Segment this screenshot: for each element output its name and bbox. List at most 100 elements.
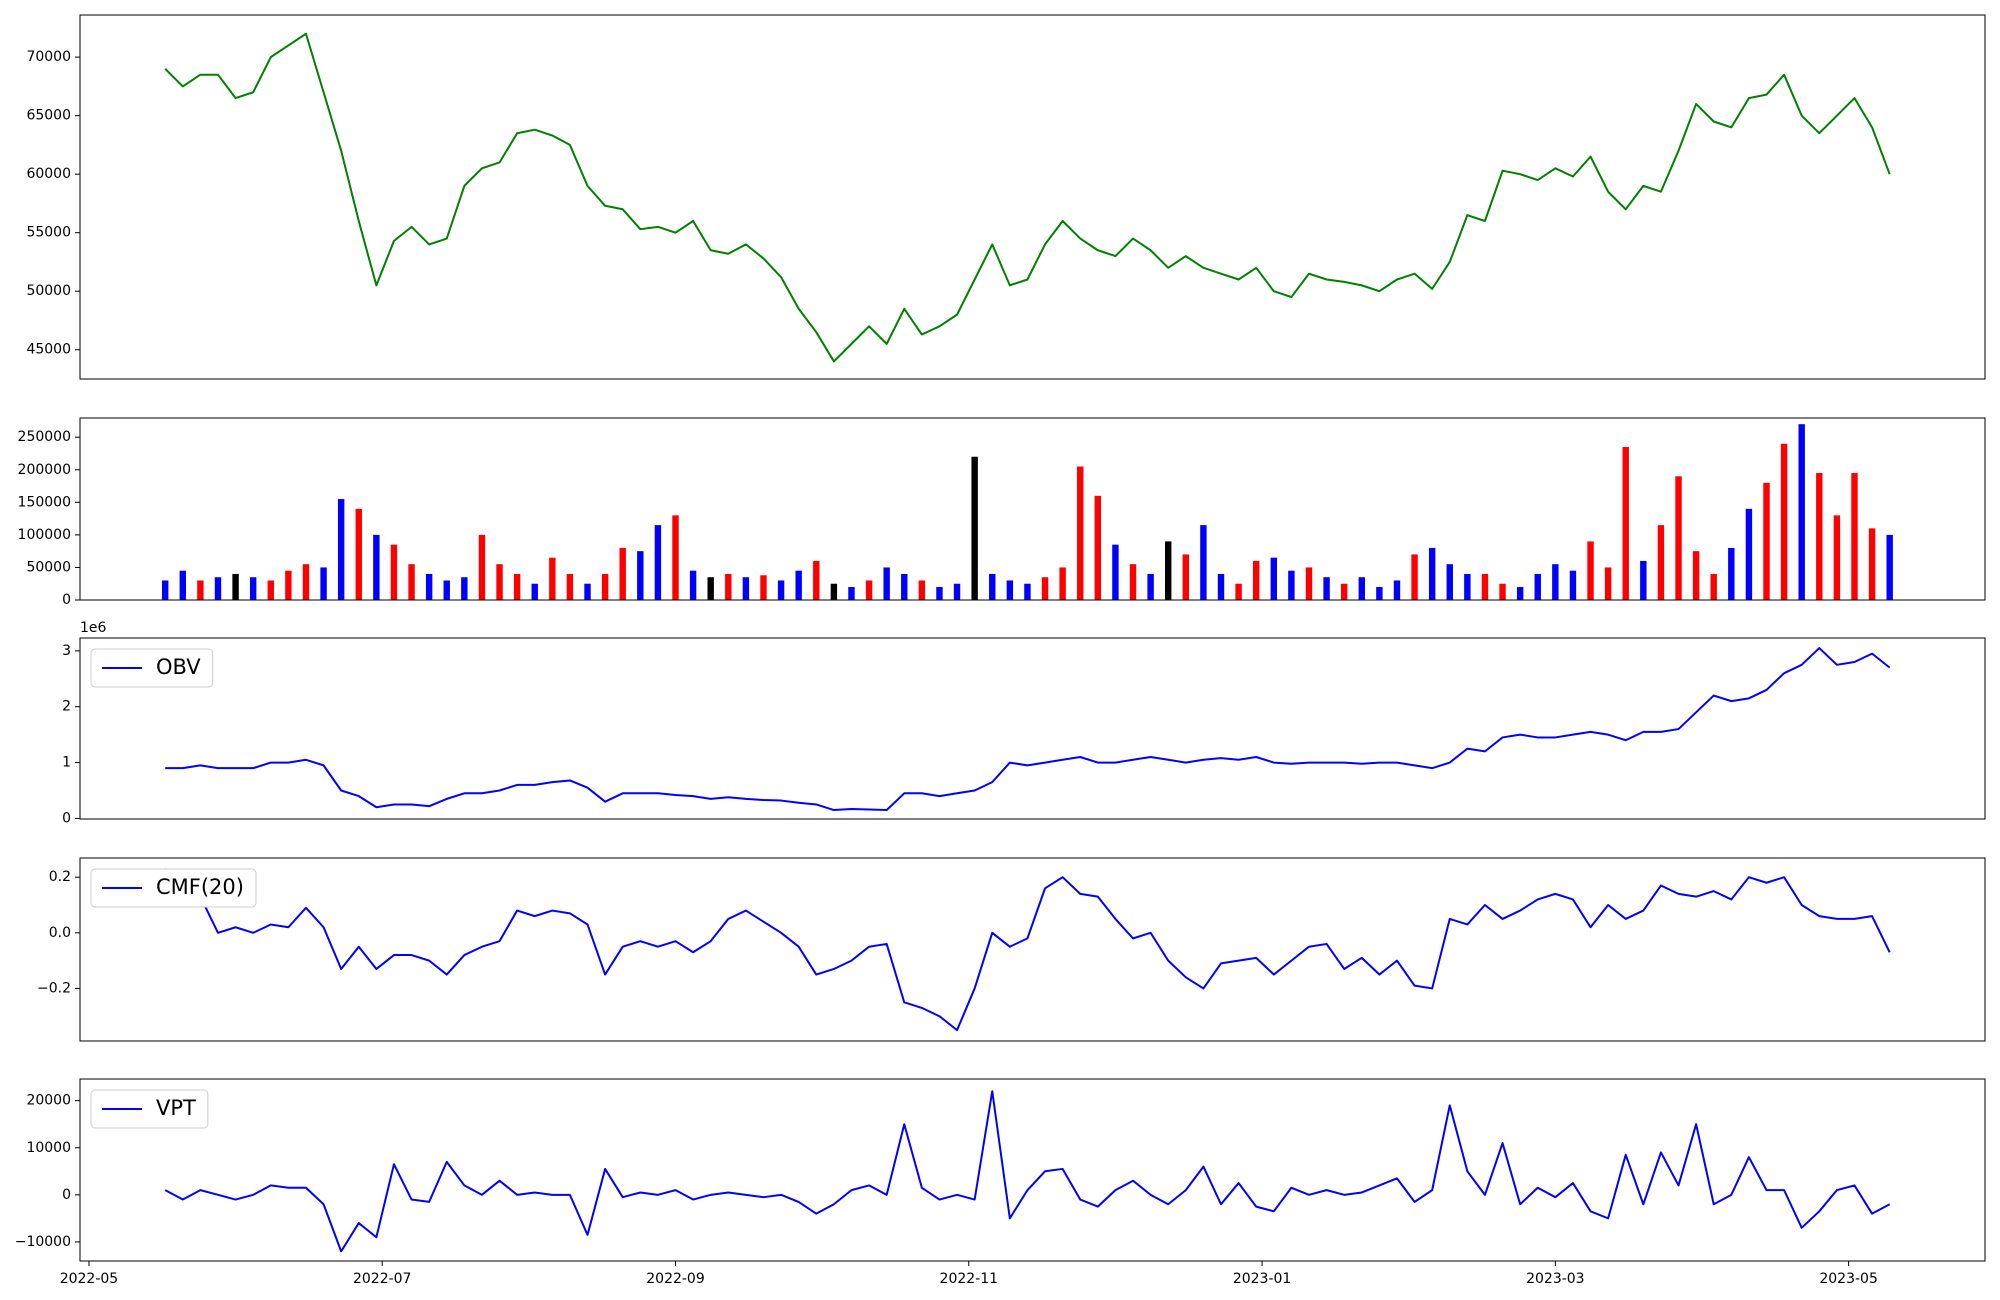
bar: [249, 577, 257, 600]
bar: [1763, 482, 1770, 600]
bar: [1833, 515, 1841, 600]
y-tick-label: 2: [62, 699, 71, 715]
bar: [1112, 544, 1119, 600]
bar: [513, 573, 521, 600]
bar: [1059, 567, 1066, 600]
bar: [760, 575, 767, 600]
bar: [1816, 473, 1823, 600]
bar: [1481, 573, 1489, 600]
bar: [1745, 508, 1753, 600]
bar: [1428, 547, 1436, 600]
y-tick-label: 50000: [26, 559, 71, 575]
bar: [725, 573, 732, 600]
bar: [1587, 541, 1594, 600]
panel: 0 1 2 3 1e6 OBV: [62, 620, 1986, 826]
bar: [302, 564, 310, 600]
bar: [531, 583, 538, 600]
bar: [1235, 583, 1242, 600]
bar: [1886, 534, 1893, 600]
legend-box: [90, 1089, 209, 1129]
bar: [1569, 570, 1577, 600]
legend-label: VPT: [156, 1096, 196, 1120]
y-tick-label: 45000: [26, 342, 71, 358]
bar: [989, 573, 996, 600]
y-tick-label: 65000: [26, 108, 71, 124]
bar: [971, 456, 978, 600]
bar: [267, 580, 274, 600]
bar: [742, 577, 750, 600]
y-tick-label: 0: [62, 592, 71, 608]
y-tick-label: 0.0: [49, 925, 71, 941]
plot-area: [80, 858, 1985, 1041]
panel: 0 50000 100000 150000 200000 250000: [18, 417, 1986, 608]
plot-frame: [79, 637, 1986, 820]
bar: [408, 564, 415, 600]
bar: [1604, 567, 1612, 600]
bar: [936, 586, 943, 600]
bar: [1305, 567, 1313, 600]
bar: [637, 551, 644, 600]
bar: [443, 580, 450, 600]
bar: [830, 583, 838, 600]
bar: [1516, 586, 1524, 600]
bar: [1710, 573, 1717, 600]
bar: [355, 508, 362, 600]
legend-label: CMF(20): [156, 875, 244, 899]
bar: [883, 567, 890, 600]
y-tick-label: 70000: [26, 49, 71, 65]
legend-box: [90, 868, 257, 908]
y-tick-label: 3: [62, 643, 71, 659]
legend: OBV: [90, 648, 214, 688]
x-tick-label: 2023-01: [1233, 1271, 1292, 1287]
series-line: [165, 647, 1891, 812]
bar: [1798, 424, 1805, 600]
plot-frame: [79, 857, 1986, 1042]
y-tick-label: 0: [62, 1187, 71, 1203]
bar: [953, 583, 961, 600]
plot-frame: [79, 1078, 1986, 1262]
bar: [777, 580, 785, 600]
bar: [918, 580, 926, 600]
bar: [1323, 577, 1330, 600]
bar: [1270, 557, 1277, 600]
y-tick-label: −10000: [15, 1234, 71, 1250]
bar: [813, 560, 820, 600]
series-line: [164, 32, 1891, 363]
bar: [689, 570, 697, 600]
bar: [566, 573, 574, 600]
plot-frame: [79, 14, 1986, 380]
bar: [1640, 560, 1647, 600]
y-tick-label: 150000: [18, 494, 71, 510]
bar: [496, 564, 503, 600]
bar: [1851, 473, 1858, 600]
bar: [1534, 573, 1541, 600]
bar: [1182, 554, 1190, 600]
bar: [161, 580, 169, 600]
bar: [1041, 577, 1049, 600]
bar: [795, 570, 802, 600]
bar: [1024, 583, 1031, 600]
bar: [1780, 443, 1788, 600]
y-tick-label: 60000: [26, 166, 71, 182]
y-tick-label: −0.2: [37, 980, 71, 996]
y-tick-label: 55000: [26, 225, 71, 241]
x-tick-label: 2023-05: [1819, 1271, 1878, 1287]
y-tick-label: 100000: [18, 527, 71, 543]
bar: [1006, 580, 1014, 600]
x-tick-label: 2022-09: [646, 1271, 705, 1287]
bar: [584, 583, 591, 600]
bar: [1129, 564, 1137, 600]
bar: [1217, 573, 1225, 600]
y-tick-label: 10000: [26, 1140, 71, 1156]
x-tick-label: 2023-03: [1526, 1271, 1585, 1287]
bar: [425, 573, 433, 600]
legend-box: [90, 648, 214, 688]
y-tick-label: 50000: [26, 283, 71, 299]
bar: [179, 570, 186, 600]
bar: [1552, 564, 1559, 600]
y-tick-label: 0.2: [49, 869, 71, 885]
bar: [1868, 528, 1876, 600]
bar: [1622, 446, 1629, 600]
bar: [197, 580, 204, 600]
